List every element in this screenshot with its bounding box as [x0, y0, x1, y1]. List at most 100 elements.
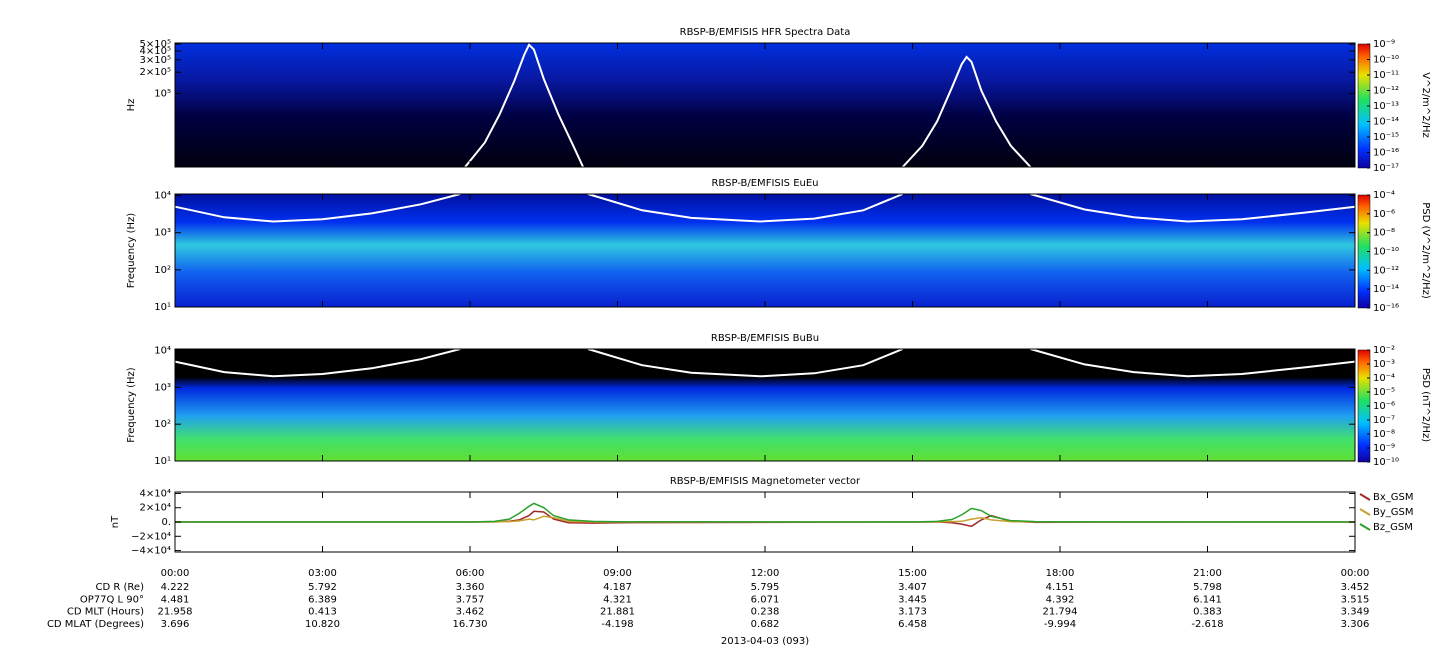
colorbar-tick-label: 10⁻¹⁰	[1373, 55, 1399, 66]
ephemeris-value: 0.413	[308, 607, 337, 618]
ephemeris-value: 21.881	[600, 607, 635, 618]
y-tick-label: 0.	[161, 517, 171, 528]
ephemeris-value: 5.795	[751, 582, 780, 593]
ephemeris-value: 3.757	[456, 594, 485, 605]
ephemeris-value: 21.958	[158, 607, 193, 618]
colorbar-tick-label: 10⁻²	[1373, 345, 1395, 356]
ephemeris-value: 3.515	[1341, 594, 1370, 605]
x-tick-label: 00:00	[161, 568, 190, 579]
x-tick-label: 18:00	[1046, 568, 1075, 579]
colorbar-tick-label: 10⁻¹²	[1373, 265, 1399, 276]
panel-frame	[174, 491, 1356, 553]
x-tick-label: 09:00	[603, 568, 632, 579]
ephemeris-value: -4.198	[601, 619, 633, 630]
y-tick-label: 10²	[154, 265, 171, 276]
panel-frame	[174, 193, 1356, 308]
ephemeris-value: 3.452	[1341, 582, 1370, 593]
colorbar-label: PSD (nT^2/Hz)	[1420, 368, 1431, 442]
ephemeris-value: 3.462	[456, 607, 485, 618]
y-axis-label: Hz	[126, 99, 137, 112]
colorbar-tick-label: 10⁻¹⁰	[1373, 457, 1399, 468]
y-tick-label: 10⁴	[154, 191, 171, 202]
colorbar-tick-label: 10⁻⁴	[1373, 190, 1395, 201]
ephemeris-value: 4.151	[1046, 582, 1075, 593]
colorbar-tick-label: 10⁻¹³	[1373, 101, 1399, 112]
colorbar-tick-label: 10⁻¹⁵	[1373, 132, 1399, 143]
overlay-curve	[174, 193, 1356, 223]
ephemeris-value: 5.792	[308, 582, 337, 593]
series-line	[175, 502, 1356, 523]
y-tick-label: −2×10⁴	[131, 531, 171, 542]
panel-title: RBSP-B/EMFISIS Magnetometer vector	[670, 476, 861, 487]
colorbar-tick-label: 10⁻¹⁷	[1373, 163, 1399, 174]
panel-title: RBSP-B/EMFISIS HFR Spectra Data	[680, 27, 851, 38]
colorbar-tick-label: 10⁻⁸	[1373, 228, 1395, 239]
y-tick-label: 10¹	[154, 456, 171, 467]
spectrogram-image	[175, 194, 1355, 307]
ephemeris-label: CD MLT (Hours)	[67, 607, 144, 618]
panel-title: RBSP-B/EMFISIS BuBu	[711, 333, 819, 344]
colorbar-tick-label: 10⁻¹⁶	[1373, 148, 1399, 159]
y-tick-label: 10¹	[154, 302, 171, 313]
y-axis-label: Frequency (Hz)	[126, 213, 137, 289]
y-tick-label: 4×10⁴	[140, 488, 171, 499]
ephemeris-value: 3.696	[161, 619, 190, 630]
legend-label: By_GSM	[1373, 507, 1414, 518]
ephemeris-value: 3.445	[898, 594, 927, 605]
ephemeris-value: 6.141	[1193, 594, 1222, 605]
ephemeris-value: 0.682	[751, 619, 780, 630]
colorbar-tick-label: 10⁻¹⁴	[1373, 284, 1399, 295]
ephemeris-value: 6.389	[308, 594, 337, 605]
colorbar-tick-label: 10⁻¹⁰	[1373, 247, 1399, 258]
y-tick-label: −4×10⁴	[131, 546, 171, 557]
panel-title: RBSP-B/EMFISIS EuEu	[711, 178, 818, 189]
legend-swatch	[1359, 508, 1371, 516]
colorbar-tick-label: 10⁻⁹	[1373, 443, 1395, 454]
x-tick-label: 03:00	[308, 568, 337, 579]
spectrogram-image	[175, 349, 1355, 461]
series-line	[175, 515, 1355, 523]
ephemeris-label: CD MLAT (Degrees)	[47, 619, 144, 630]
x-tick-label: 21:00	[1193, 568, 1222, 579]
ephemeris-value: 21.794	[1043, 607, 1078, 618]
panel-frame	[174, 42, 1356, 168]
x-axis-label: 2013-04-03 (093)	[721, 636, 809, 647]
ephemeris-value: 4.481	[161, 594, 190, 605]
ephemeris-value: -2.618	[1191, 619, 1223, 630]
y-tick-label: 10³	[154, 228, 171, 239]
colorbar-tick-label: 10⁻³	[1373, 359, 1395, 370]
x-tick-label: 15:00	[898, 568, 927, 579]
ephemeris-value: 0.383	[1193, 607, 1222, 618]
y-tick-label: 10²	[154, 419, 171, 430]
y-tick-label: 10³	[154, 382, 171, 393]
colorbar-label: V^2/m^2/Hz	[1420, 72, 1431, 138]
ephemeris-value: 6.071	[751, 594, 780, 605]
spectrogram-image	[175, 43, 1355, 167]
ephemeris-value: 0.238	[751, 607, 780, 618]
y-tick-label: 10⁴	[154, 346, 171, 357]
ephemeris-value: 4.187	[603, 582, 632, 593]
legend-swatch	[1359, 493, 1371, 501]
ephemeris-value: 4.392	[1046, 594, 1075, 605]
ephemeris-label: OP77Q L 90°	[80, 594, 144, 605]
ephemeris-value: 5.798	[1193, 582, 1222, 593]
overlay-curve	[174, 348, 1356, 378]
ephemeris-value: 3.349	[1341, 607, 1370, 618]
ephemeris-label: CD R (Re)	[96, 582, 145, 593]
ephemeris-value: 4.222	[161, 582, 190, 593]
x-tick-label: 00:00	[1341, 568, 1370, 579]
colorbar-tick-label: 10⁻¹⁶	[1373, 303, 1399, 314]
y-tick-label: 4×10⁵	[140, 46, 171, 57]
legend-label: Bx_GSM	[1373, 492, 1414, 503]
ephemeris-value: 3.360	[456, 582, 485, 593]
colorbar-tick-label: 10⁻¹⁴	[1373, 117, 1399, 128]
y-axis-label: Frequency (Hz)	[126, 367, 137, 443]
overlay-curve	[464, 43, 1032, 168]
y-tick-label: 2×10⁴	[140, 503, 171, 514]
y-tick-label: 5×10⁵	[140, 39, 171, 50]
colorbar-tick-label: 10⁻¹²	[1373, 86, 1399, 97]
y-tick-label: 3×10⁵	[140, 55, 171, 66]
x-tick-label: 06:00	[456, 568, 485, 579]
